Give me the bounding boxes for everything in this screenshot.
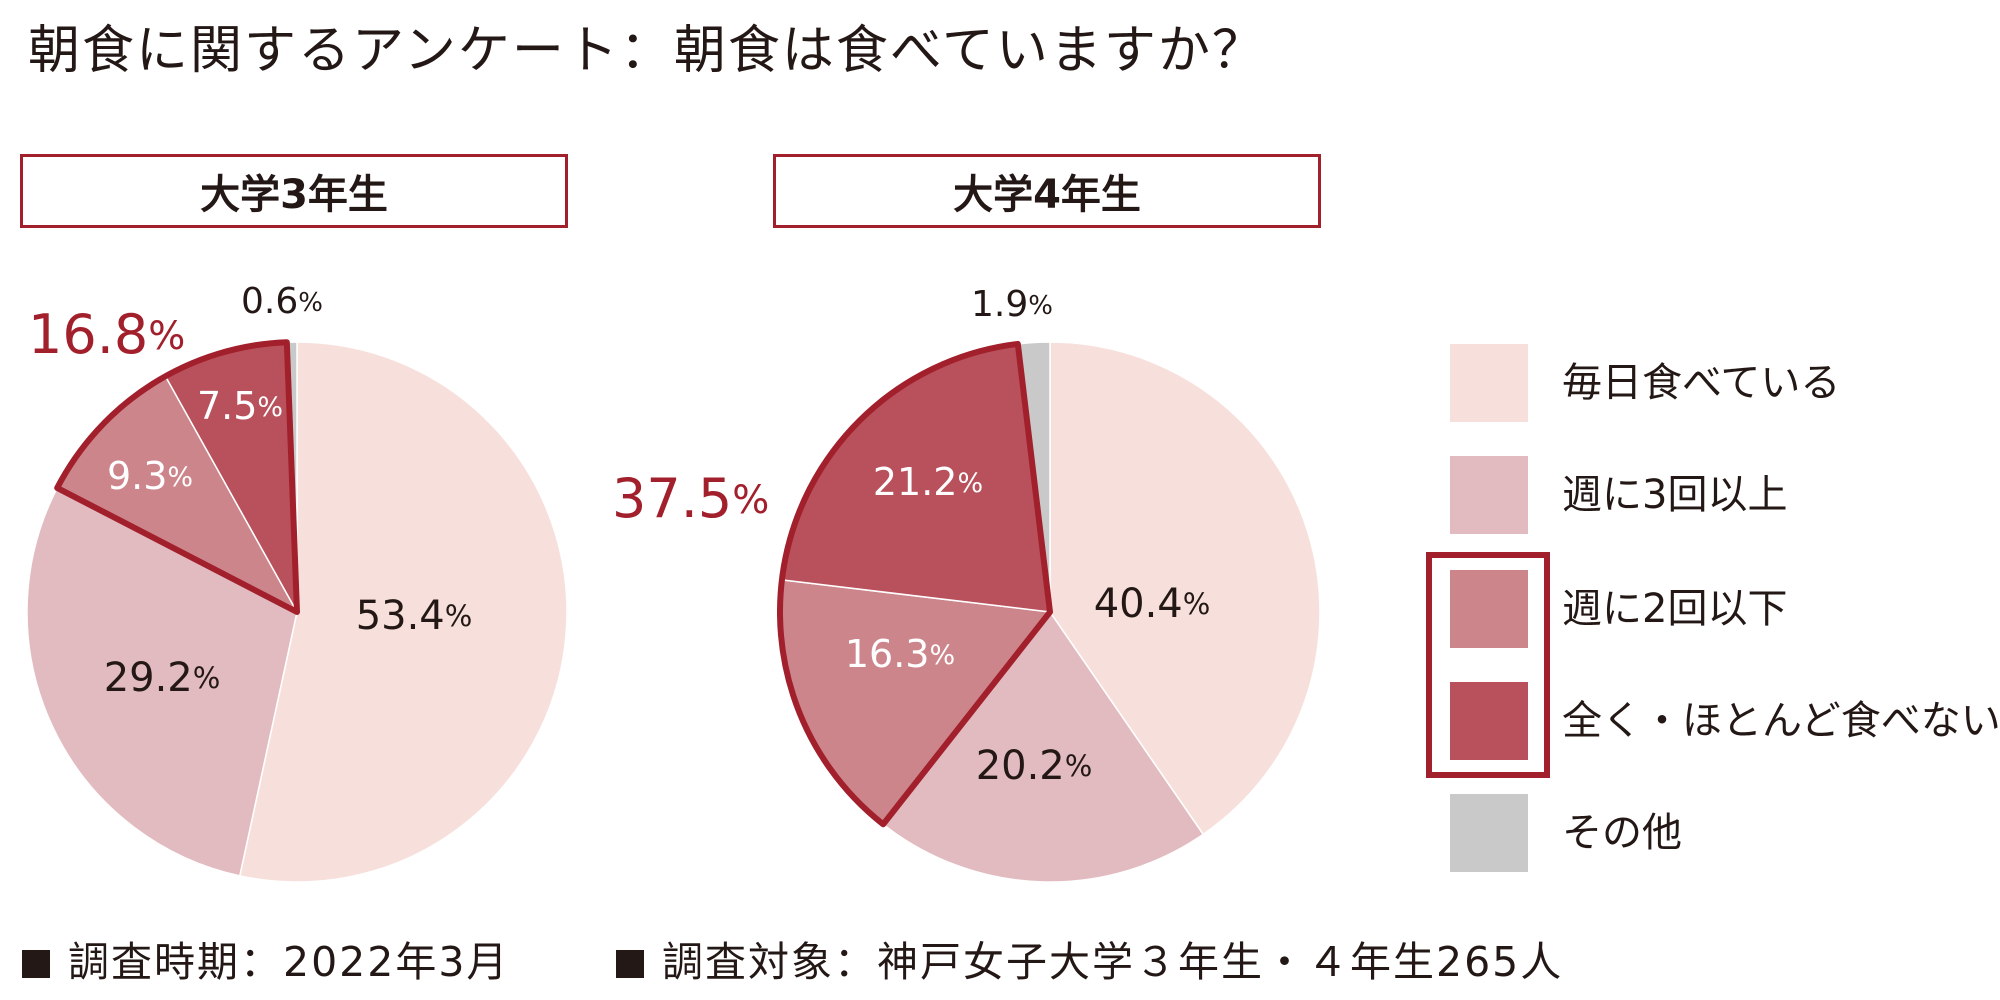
pie-slice-daily [1049, 341, 1321, 836]
value-label-other: 1.9% [971, 284, 1053, 325]
chart-title-year4: 大学4年生 [773, 154, 1321, 228]
square-bullet-icon [616, 950, 644, 978]
highlight-total-label: 37.5% [612, 467, 769, 530]
legend-highlight-frame [1426, 552, 1550, 778]
square-bullet-icon [22, 950, 50, 978]
legend-swatch-two_less [1450, 570, 1528, 648]
value-label-other: 0.6% [241, 281, 323, 322]
page-title: 朝食に関するアンケート：朝食は食べていますか？ [28, 21, 1266, 81]
value-label-three_plus: 29.2% [104, 655, 221, 701]
value-label-two_less: 9.3% [107, 454, 193, 498]
legend-label-other: その他 [1562, 810, 1682, 856]
legend-label-never: 全く・ほとんど食べない [1562, 698, 2000, 744]
legend-swatch-three_plus [1450, 456, 1528, 534]
highlight-total-label: 16.8% [28, 303, 185, 366]
pie-slice-daily [238, 341, 568, 883]
legend-label-two_less: 週に2回以下 [1562, 586, 1788, 632]
highlight-outline [54, 339, 300, 615]
survey-period: 調査時期：2022年3月 [22, 928, 509, 988]
legend-swatch-daily [1450, 344, 1528, 422]
value-label-two_less: 16.3% [845, 632, 955, 676]
value-label-never: 21.2% [873, 460, 983, 504]
pie-slice-three_plus [882, 610, 1205, 883]
value-label-daily: 40.4% [1094, 581, 1211, 627]
value-label-never: 7.5% [197, 384, 283, 428]
pie-chart-4: 40.4% 20.2% 16.3% 21.2% 1.9% 37.5% [612, 284, 1321, 883]
legend-swatch-other [1450, 794, 1528, 872]
legend-label-three_plus: 週に3回以上 [1562, 472, 1788, 518]
survey-target-text: 調査対象：神戸女子大学３年生・４年生265人 [662, 938, 1564, 986]
pie-chart-3: 53.4% 29.2% 9.3%7.5% 0.6% 16.8% [26, 281, 568, 883]
chart-title-year3: 大学3年生 [20, 154, 568, 228]
survey-period-text: 調査時期：2022年3月 [68, 938, 510, 986]
pie-slice-three_plus [26, 486, 298, 877]
legend-label-daily: 毎日食べている [1562, 360, 1841, 406]
legend-swatch-never [1450, 682, 1528, 760]
value-label-three_plus: 20.2% [976, 743, 1093, 789]
highlight-outline [777, 340, 1053, 828]
value-label-daily: 53.4% [356, 593, 473, 639]
survey-target: 調査対象：神戸女子大学３年生・４年生265人 [616, 928, 1563, 988]
